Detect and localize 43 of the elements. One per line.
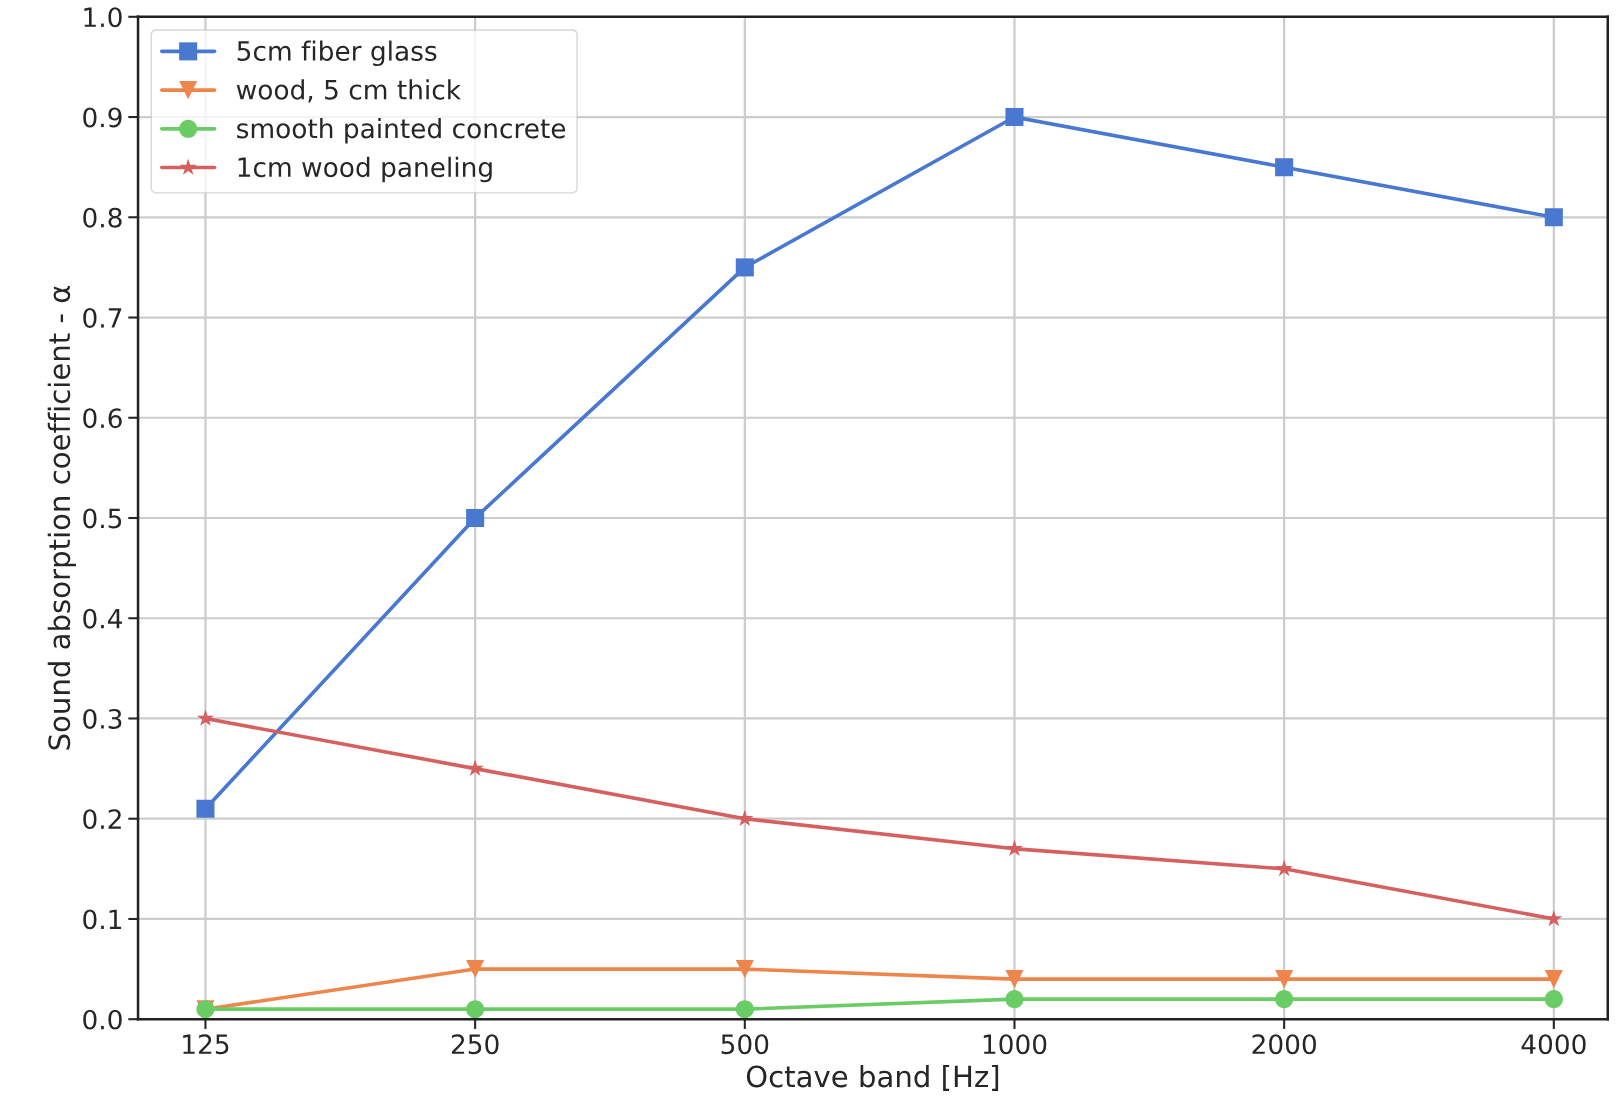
legend-label: 5cm fiber glass [237, 40, 437, 67]
y-tick-label: 0.1 [83, 909, 122, 930]
point [1275, 990, 1294, 1009]
point [1544, 208, 1563, 227]
legend-label: smooth painted concrete [237, 118, 566, 144]
point [1275, 158, 1294, 177]
point [196, 709, 215, 726]
point [1005, 990, 1024, 1009]
point [466, 759, 484, 776]
point [1275, 859, 1293, 877]
x-axis-title: Octave band [Hz] [746, 1064, 999, 1091]
x-tick-label: 125 [183, 1034, 229, 1055]
y-tick-label: 0.8 [83, 207, 122, 228]
point [1005, 108, 1024, 127]
point [735, 960, 754, 979]
y-axis-title: Sound absorption coefficient - α [47, 285, 76, 750]
y-tick-label: 0.7 [83, 307, 122, 328]
y-tick-label: 0.5 [83, 508, 122, 529]
point [466, 960, 485, 979]
point [1275, 970, 1294, 989]
point [735, 1000, 754, 1019]
point [1544, 970, 1563, 989]
point [1005, 839, 1024, 857]
y-tick-label: 0.3 [83, 708, 122, 729]
x-tick-label: 1000 [983, 1034, 1047, 1055]
legend-label: wood, 5 cm thick [236, 79, 461, 103]
legend-label: 1cm wood paneling [238, 156, 492, 183]
x-tick-label: 4000 [1521, 1034, 1586, 1055]
x-tick-label: 500 [721, 1034, 769, 1055]
point [466, 1000, 485, 1019]
y-tick-label: 0.6 [83, 408, 122, 429]
point [1005, 970, 1024, 989]
y-tick-label: 0.2 [83, 809, 121, 830]
y-tick-label: 0.4 [83, 608, 122, 629]
y-tick-label: 0.0 [83, 1009, 122, 1030]
y-tick-label: 0.9 [83, 107, 122, 128]
point [466, 508, 485, 528]
x-tick-label: 2000 [1252, 1034, 1316, 1055]
point [1544, 990, 1563, 1009]
x-tick-label: 250 [451, 1034, 499, 1055]
point [196, 799, 215, 818]
y-tick-label: 1.0 [84, 7, 122, 28]
point [735, 258, 754, 277]
